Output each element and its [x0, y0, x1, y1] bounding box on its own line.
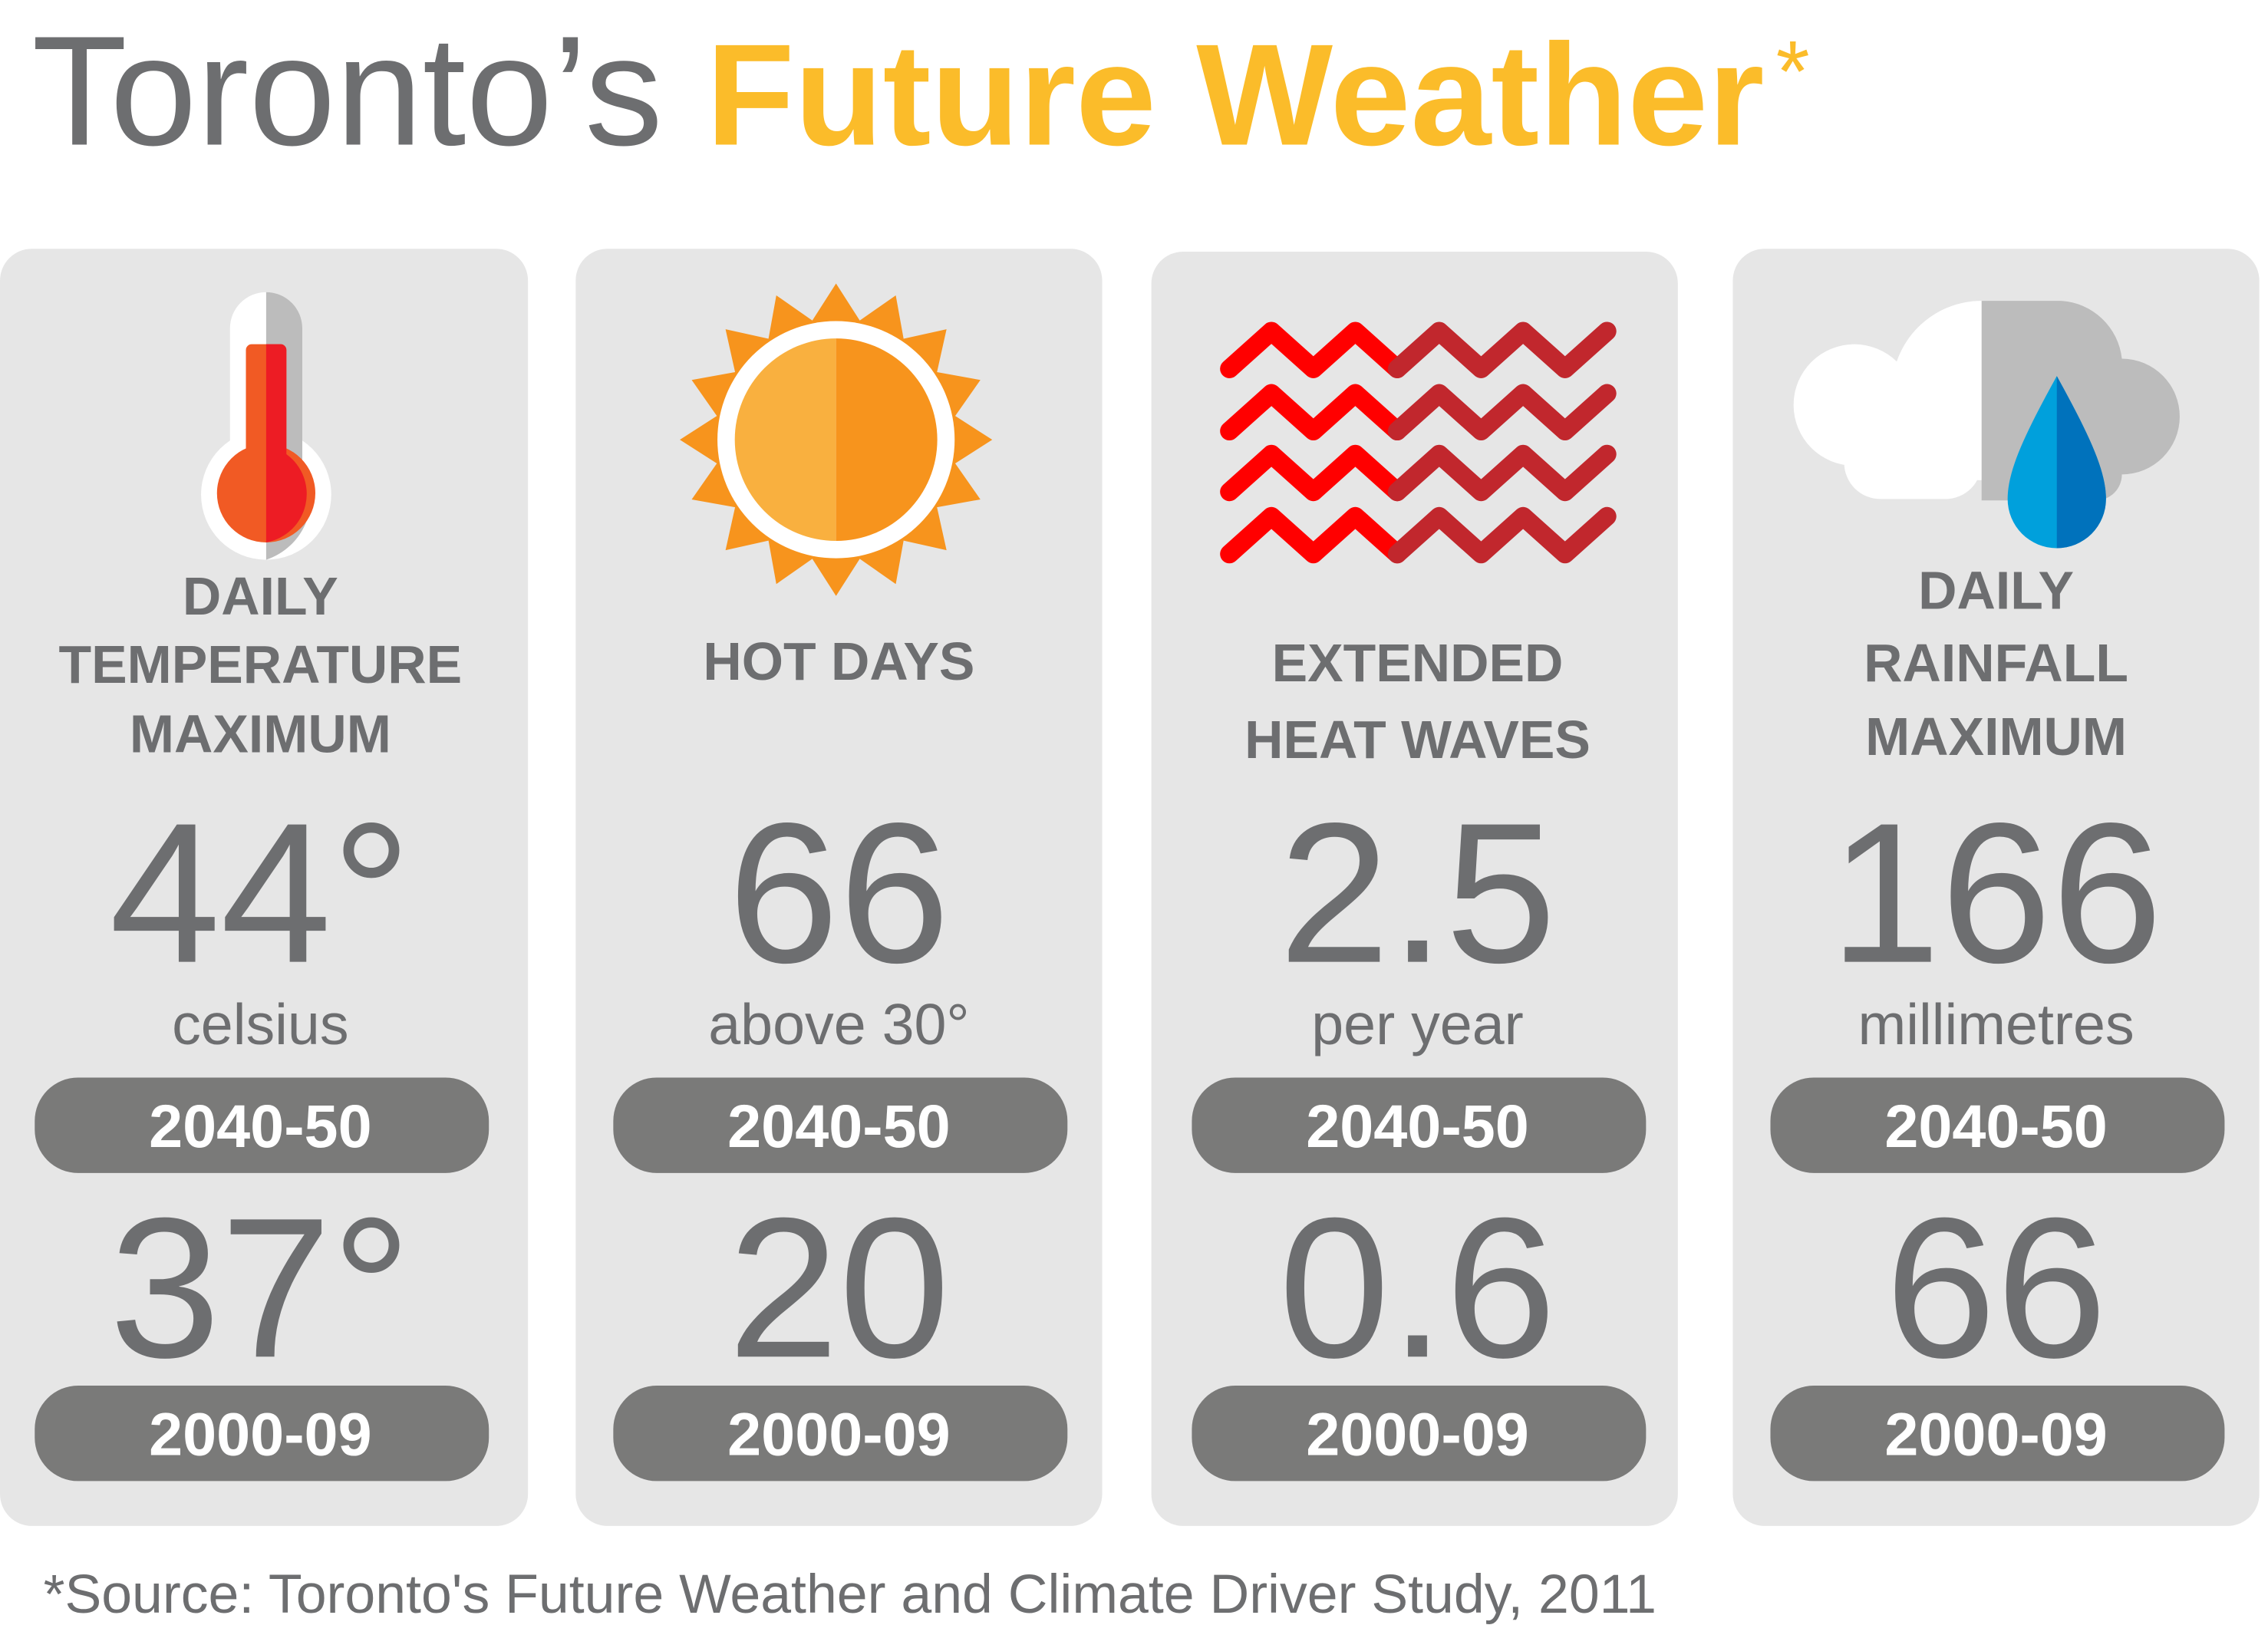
future-value: 166 [1830, 782, 2163, 1005]
wave-left [1220, 506, 1407, 564]
title-accent: Future Weather [706, 14, 1764, 176]
past-period: 2000-09 [1884, 1399, 2108, 1468]
past-value: 20 [728, 1176, 950, 1399]
past-period: 2000-09 [149, 1399, 372, 1468]
sun-icon [680, 283, 993, 596]
period-pill [613, 1386, 1068, 1482]
future-period: 2040-50 [1884, 1092, 2108, 1160]
sun-right [836, 338, 938, 542]
unit: per year [1311, 992, 1524, 1056]
card-label: DAILY [183, 566, 338, 626]
wave-left [1220, 384, 1407, 441]
unit: celsius [172, 992, 348, 1056]
past-value: 0.6 [1279, 1176, 1557, 1399]
title-asterisk: * [1776, 23, 1810, 120]
wave-left [1220, 321, 1407, 378]
future-period: 2040-50 [149, 1092, 372, 1160]
unit: millimetres [1858, 992, 2134, 1056]
card-label: HOT DAYS [703, 631, 974, 691]
period-pill [1770, 1077, 2225, 1173]
sun-left [734, 338, 836, 542]
card-bg [1732, 249, 2260, 1526]
card-label: MAXIMUM [130, 704, 391, 763]
period-pill [1770, 1386, 2225, 1482]
future-value: 44° [110, 782, 411, 1005]
period-pill [1192, 1077, 1647, 1173]
card-bg [1151, 252, 1678, 1526]
card-content: DAILY TEMPERATURE MAXIMUM 44°celsius 2040-50… [35, 561, 2225, 1482]
wave-left [1220, 444, 1407, 502]
rain-cloud-icon [1793, 301, 2180, 549]
wave-right [1387, 506, 1617, 564]
wave-right [1387, 384, 1617, 441]
title-plain: Toronto’s [31, 5, 662, 179]
thermometer-icon [201, 292, 331, 560]
wave-right [1387, 321, 1617, 378]
period-pill [613, 1077, 1068, 1173]
card-bg [575, 249, 1103, 1526]
card-label: RAINFALL [1864, 633, 2128, 693]
card-label: TEMPERATURE [58, 635, 462, 694]
card-label: HEAT WAVES [1244, 710, 1591, 770]
title: Toronto’s Future Weather * [31, 5, 1809, 179]
past-period: 2000-09 [727, 1399, 951, 1468]
past-value: 37° [110, 1176, 411, 1399]
heat-waves-icon [1220, 321, 1617, 564]
unit: above 30° [708, 992, 969, 1056]
wave-right [1387, 444, 1617, 502]
card-label: EXTENDED [1272, 633, 1564, 693]
cards [0, 249, 2260, 1526]
period-pill [35, 1386, 490, 1482]
period-pill [1192, 1386, 1647, 1482]
future-period: 2040-50 [1306, 1092, 1529, 1160]
card-label: MAXIMUM [1865, 707, 2127, 766]
card-bg [0, 249, 529, 1526]
period-pill [35, 1077, 490, 1173]
future-period: 2040-50 [727, 1092, 951, 1160]
future-value: 2.5 [1279, 782, 1557, 1005]
past-value: 66 [1885, 1176, 2107, 1399]
past-period: 2000-09 [1306, 1399, 1529, 1468]
source-note: *Source: Toronto's Future Weather and Cl… [44, 1564, 1656, 1625]
future-value: 66 [728, 782, 950, 1005]
card-label: DAILY [1918, 561, 2074, 621]
